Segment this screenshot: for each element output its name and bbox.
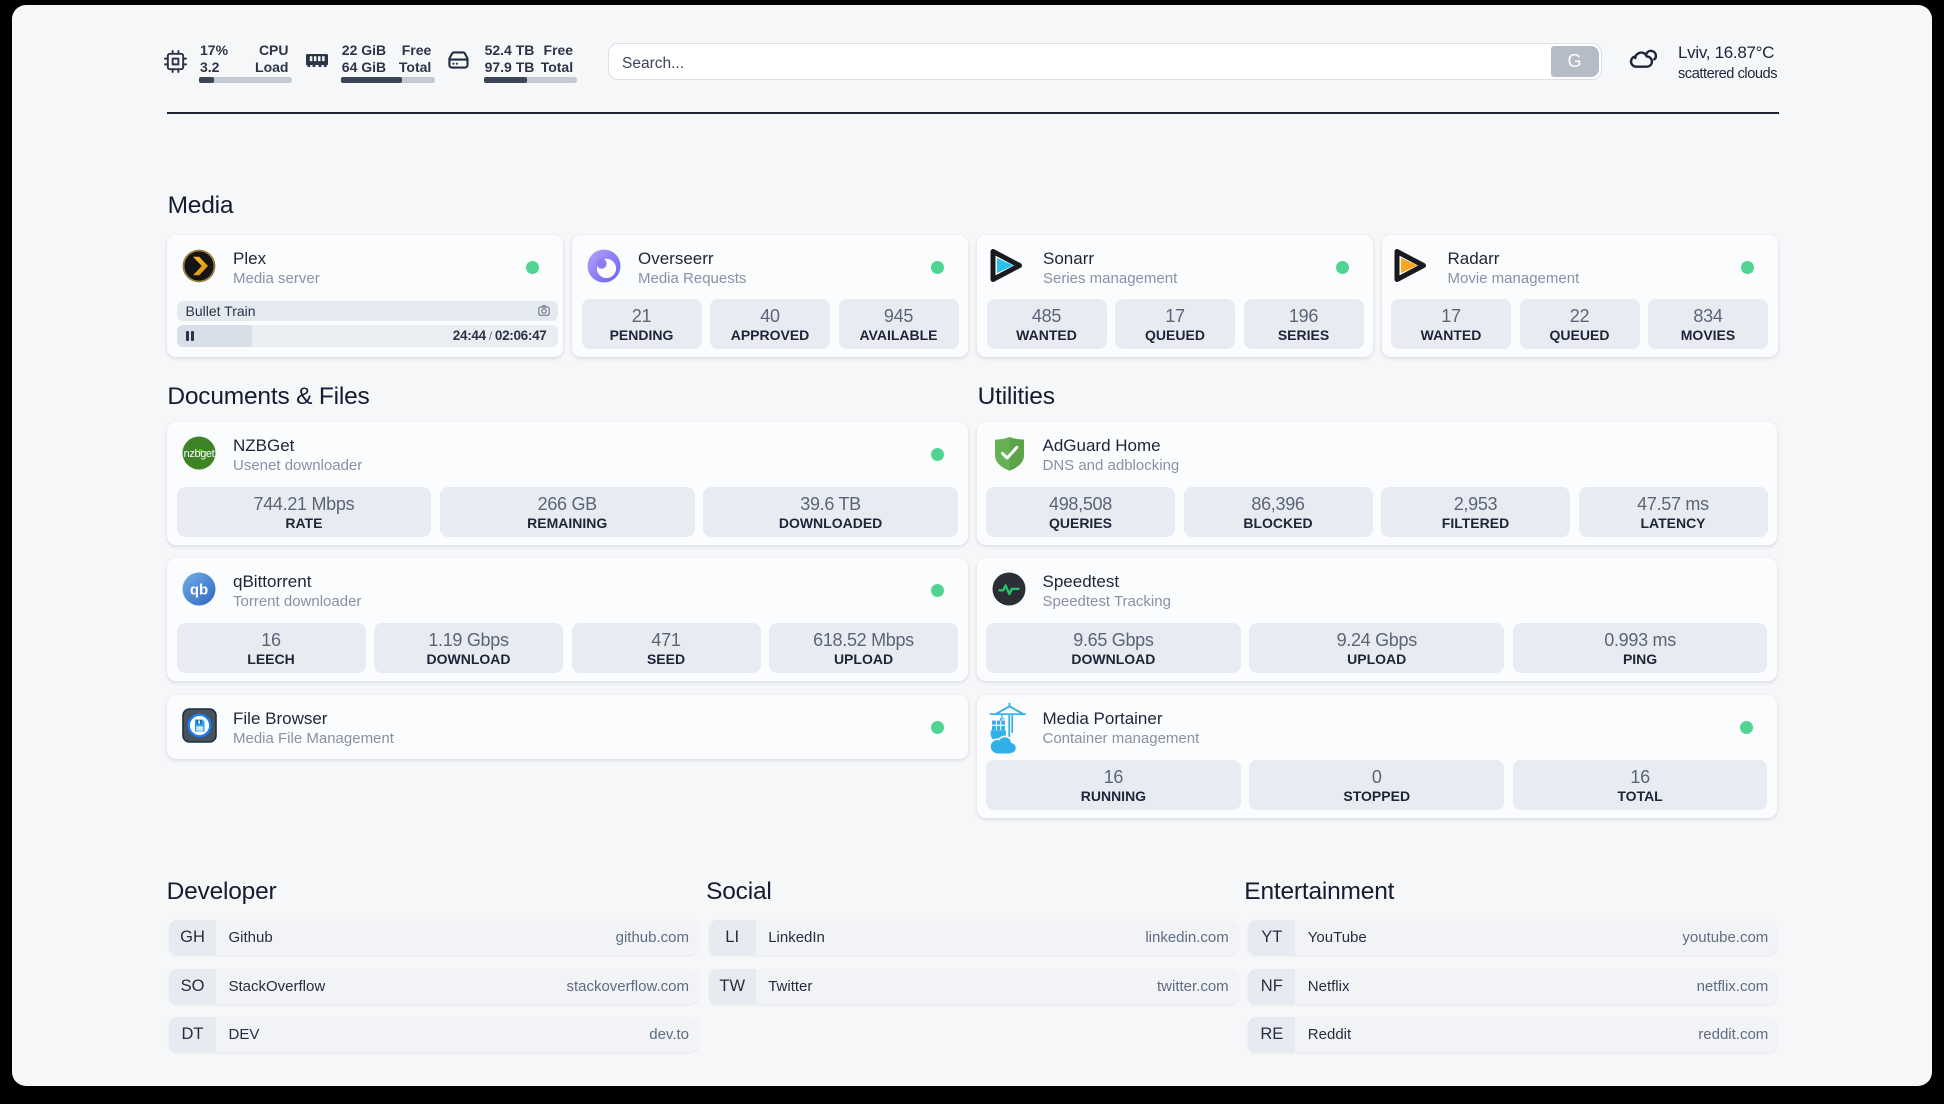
svg-text:qb: qb — [190, 581, 208, 598]
svg-text:nzbget: nzbget — [184, 448, 215, 460]
